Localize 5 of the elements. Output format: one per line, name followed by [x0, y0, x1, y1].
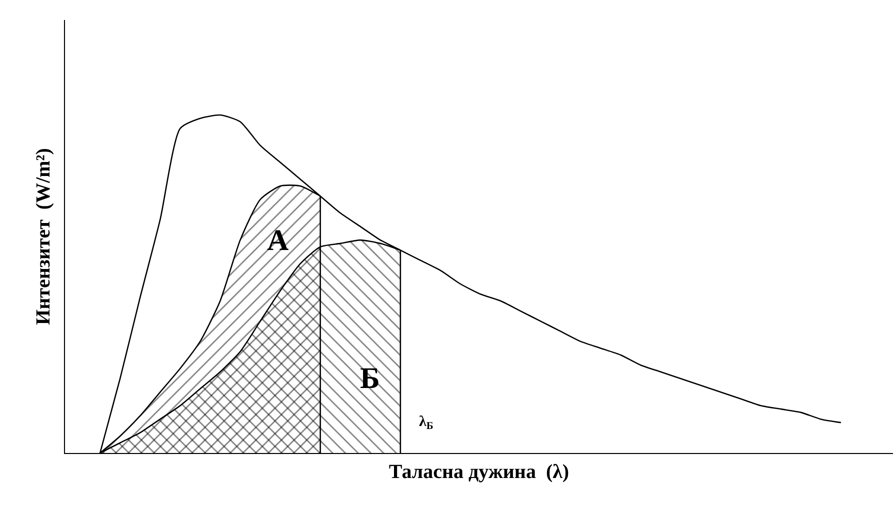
annotation: Б [360, 362, 380, 395]
x-axis-title: Таласна дужина (λ) [388, 461, 570, 484]
annotation: λ$_{Б}$ [419, 414, 434, 432]
annotation: А [267, 224, 289, 257]
y-axis-title: Интензитет (W/m²) [32, 148, 54, 325]
